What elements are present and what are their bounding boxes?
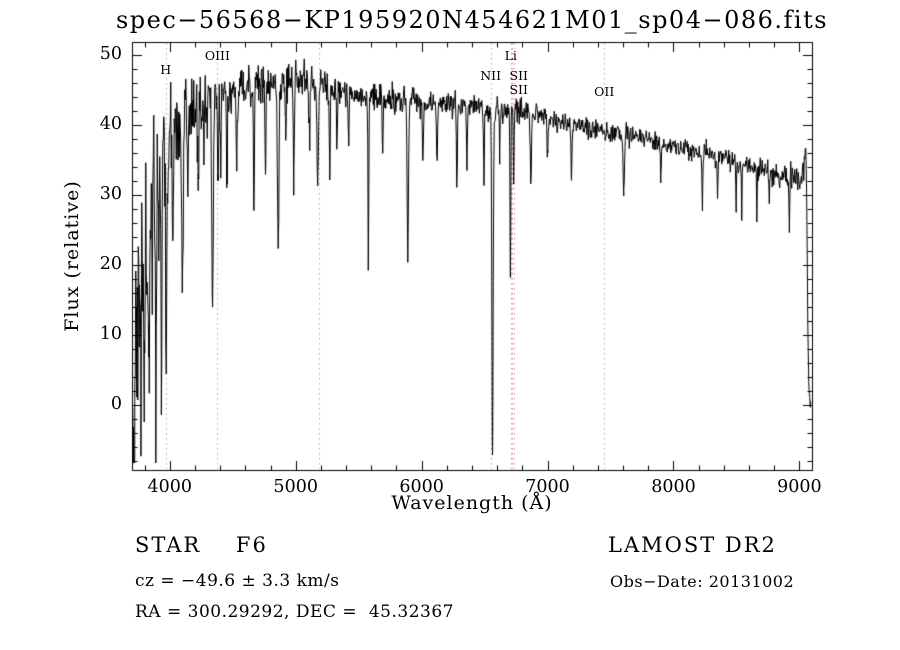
- plot-title: spec−56568−KP195920N454621M01_sp04−086.f…: [115, 6, 829, 34]
- y-tick-label: 40: [99, 114, 122, 135]
- obs-date: Obs−Date: 20131002: [610, 572, 795, 591]
- x-tick-label: 4000: [147, 477, 193, 497]
- line-marker-label: SII: [509, 68, 529, 83]
- x-tick-label: 5000: [273, 477, 318, 497]
- line-marker-label: SII: [509, 82, 528, 97]
- survey-label: LAMOST DR2: [608, 533, 777, 557]
- x-axis-label: Wavelength (Å): [391, 492, 553, 514]
- y-tick-label: 10: [99, 324, 122, 345]
- line-marker-label: Li: [504, 48, 517, 63]
- x-tick-label: 6000: [399, 477, 444, 497]
- line-marker-label: OII: [594, 84, 615, 99]
- y-tick-label: 30: [99, 184, 122, 205]
- line-marker-label: H: [160, 62, 172, 77]
- y-tick-label: 20: [99, 254, 122, 275]
- classification-label: STAR F6: [135, 533, 268, 557]
- x-tick-label: 8000: [651, 477, 696, 497]
- line-marker-label: OIII: [204, 48, 230, 63]
- x-tick-label: 9000: [777, 477, 822, 497]
- y-tick-label: 50: [99, 44, 122, 65]
- line-marker-label: NII: [480, 68, 502, 83]
- y-axis-label: Flux (relative): [61, 180, 83, 332]
- x-tick-label: 7000: [525, 477, 570, 497]
- cz-value: cz = −49.6 ± 3.3 km/s: [135, 571, 340, 591]
- y-tick-label: 0: [110, 393, 122, 414]
- ra-dec-value: RA = 300.29292, DEC = 45.32367: [135, 602, 454, 622]
